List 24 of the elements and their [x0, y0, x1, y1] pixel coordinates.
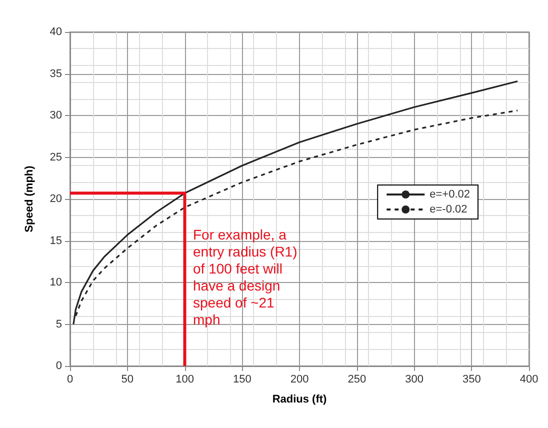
y-tick-label: 40 [50, 26, 62, 38]
x-tick-label: 150 [232, 374, 252, 386]
y-tick-label: 25 [50, 151, 62, 164]
y-tick-label: 10 [50, 276, 62, 288]
y-tick-label: 35 [50, 68, 62, 80]
y-tick-label: 15 [50, 234, 62, 247]
legend-label: e=-0.02 [430, 204, 468, 216]
x-tick-label: 0 [66, 374, 74, 386]
y-tick-label: 20 [50, 193, 62, 205]
x-tick-label: 400 [520, 374, 538, 386]
x-tick-label: 200 [290, 374, 309, 386]
y-tick-label: 5 [56, 318, 62, 330]
x-tick-label: 350 [462, 374, 481, 386]
y-axis-title: Speed (mph) [24, 165, 36, 232]
y-tick-label: 30 [50, 110, 62, 122]
x-tick-label: 300 [405, 374, 424, 386]
y-tick-label: 0 [56, 360, 62, 372]
x-axis-title: Radius (ft) [272, 394, 328, 406]
x-tick-label: 50 [121, 374, 134, 386]
annotation: For example, a entry radius (R1) of 100 feet will have a design speed of ~21 mph [193, 226, 298, 328]
x-tick-label: 100 [176, 374, 194, 386]
line-series [72, 80, 518, 326]
x-tick-label: 250 [348, 374, 366, 386]
legend-label: e=+0.02 [430, 188, 470, 200]
